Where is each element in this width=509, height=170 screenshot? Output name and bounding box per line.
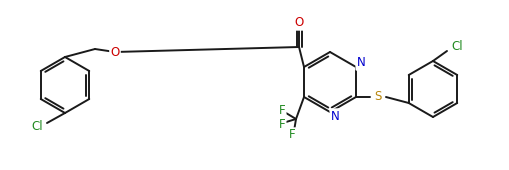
Text: S: S [374,90,382,104]
Text: N: N [357,56,365,70]
Text: O: O [294,16,304,30]
Text: Cl: Cl [451,40,463,54]
Text: Cl: Cl [31,121,43,133]
Text: F: F [279,117,286,131]
Text: N: N [331,109,340,123]
Text: F: F [289,129,295,141]
Text: F: F [279,105,286,117]
Text: O: O [110,46,120,58]
